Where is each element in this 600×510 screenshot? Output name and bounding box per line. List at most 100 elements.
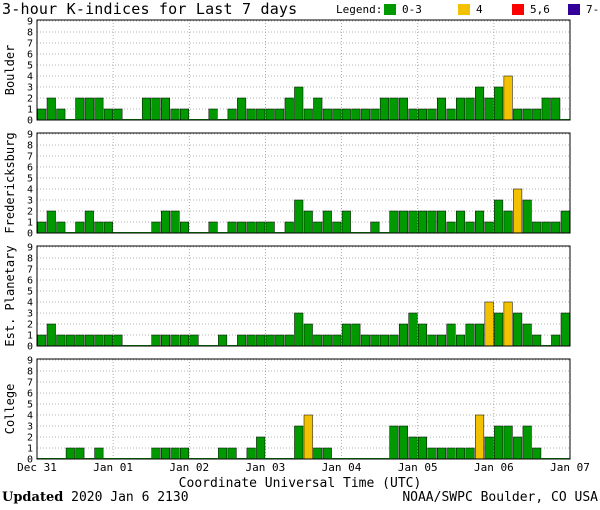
kp-bar-boulder (351, 108, 361, 121)
legend-swatch-5-6 (512, 4, 524, 15)
kp-bar-fredericksburg (446, 221, 456, 234)
y-tick-label-est-planetary: 6 (27, 276, 33, 287)
kp-bar-fredericksburg (437, 210, 447, 234)
y-tick-label-college: 3 (27, 422, 33, 433)
kp-bar-boulder (341, 108, 351, 121)
kp-bar-boulder (551, 97, 561, 121)
kp-bar-college (475, 414, 485, 460)
kp-bar-est-planetary (84, 334, 94, 347)
kp-bar-boulder (360, 108, 370, 121)
kp-bar-boulder (513, 108, 523, 121)
y-tick-label-fredericksburg: 8 (27, 141, 33, 152)
kp-bar-est-planetary (456, 334, 466, 347)
kp-bar-fredericksburg (265, 221, 275, 234)
chart-title: 3-hour K-indices for Last 7 days (2, 0, 298, 18)
y-tick-label-est-planetary: 1 (27, 331, 33, 342)
kp-bar-college (446, 447, 456, 460)
kp-bar-boulder (303, 108, 313, 121)
kp-bar-est-planetary (370, 334, 380, 347)
panel-label-boulder: Boulder (3, 45, 17, 96)
legend-text-0-3: 0-3 (402, 3, 422, 16)
y-tick-label-college: 7 (27, 378, 33, 389)
kp-bar-fredericksburg (180, 221, 190, 234)
kp-bar-college (398, 425, 408, 460)
kp-bar-boulder (227, 108, 237, 121)
k-index-chart: 0123456789Boulder0123456789Fredericksbur… (3, 17, 590, 475)
kp-bar-boulder (446, 108, 456, 121)
kp-bar-fredericksburg (94, 221, 104, 234)
kp-bar-boulder (265, 108, 275, 121)
kp-bar-college (322, 447, 332, 460)
kp-bar-college (303, 414, 313, 460)
y-tick-label-boulder: 6 (27, 50, 33, 61)
kp-bar-boulder (322, 108, 332, 121)
kp-bar-boulder (532, 108, 542, 121)
kp-bar-est-planetary (294, 312, 304, 347)
y-tick-label-boulder: 2 (27, 94, 33, 105)
kp-bar-college (94, 447, 104, 460)
kp-bar-fredericksburg (237, 221, 247, 234)
kp-bar-est-planetary (341, 323, 351, 347)
kp-bar-boulder (256, 108, 266, 121)
y-tick-label-est-planetary: 0 (27, 342, 33, 353)
y-tick-label-boulder: 0 (27, 116, 33, 127)
y-tick-label-boulder: 1 (27, 105, 33, 116)
kp-bar-est-planetary (417, 323, 427, 347)
kp-bar-boulder (84, 97, 94, 121)
kp-bar-boulder (389, 97, 399, 121)
kp-bar-est-planetary (103, 334, 113, 347)
kp-bar-college (180, 447, 190, 460)
kp-bar-est-planetary (46, 323, 56, 347)
kp-bar-college (160, 447, 171, 460)
kp-bar-boulder (284, 97, 294, 121)
kp-bar-fredericksburg (341, 210, 351, 234)
kp-bar-boulder (494, 86, 504, 121)
kp-bar-fredericksburg (227, 221, 237, 234)
kp-bar-college (494, 425, 504, 460)
kp-bar-fredericksburg (484, 221, 494, 234)
kp-bar-boulder (465, 97, 475, 121)
kp-bar-est-planetary (484, 301, 494, 347)
kp-bar-fredericksburg (494, 199, 504, 234)
kp-bar-est-planetary (303, 323, 313, 347)
kp-bar-fredericksburg (332, 221, 342, 234)
kp-bar-boulder (208, 108, 218, 121)
kp-bar-college (513, 436, 523, 460)
kp-bar-est-planetary (180, 334, 190, 347)
kp-bar-boulder (237, 97, 247, 121)
kp-bar-college (503, 425, 513, 460)
kp-bar-college (313, 447, 323, 460)
kp-bar-college (408, 436, 418, 460)
kp-bar-boulder (313, 97, 323, 121)
kp-bar-boulder (56, 108, 66, 121)
kp-bar-est-planetary (313, 334, 323, 347)
kp-bar-fredericksburg (465, 221, 475, 234)
legend-text-4: 4 (476, 3, 483, 16)
kp-bar-college (456, 447, 466, 460)
kp-bar-college (246, 447, 256, 460)
kp-bar-est-planetary (398, 323, 408, 347)
x-tick-label: Jan 07 (550, 461, 590, 474)
kp-bar-fredericksburg (84, 210, 94, 234)
kp-bar-college (427, 447, 437, 460)
kp-bar-college (389, 425, 399, 460)
kp-bar-est-planetary (408, 312, 418, 347)
legend-text-7-9: 7-9 (586, 3, 600, 16)
x-tick-label: Jan 01 (93, 461, 133, 474)
kp-bar-fredericksburg (475, 210, 485, 234)
kp-bar-fredericksburg (456, 210, 466, 234)
kp-bar-est-planetary (37, 334, 47, 347)
updated-label: Updated (2, 490, 64, 505)
y-tick-label-college: 4 (27, 411, 33, 422)
kp-bar-fredericksburg (398, 210, 408, 234)
y-tick-label-fredericksburg: 4 (27, 185, 33, 196)
kp-bar-fredericksburg (37, 221, 47, 234)
kp-bar-boulder (46, 97, 56, 121)
kp-bar-college (75, 447, 85, 460)
kp-bar-boulder (475, 86, 485, 121)
kp-bar-est-planetary (389, 334, 399, 347)
kp-bar-fredericksburg (389, 210, 399, 234)
kp-bar-fredericksburg (160, 210, 171, 234)
kp-bar-est-planetary (56, 334, 66, 347)
kp-bar-est-planetary (218, 334, 228, 347)
